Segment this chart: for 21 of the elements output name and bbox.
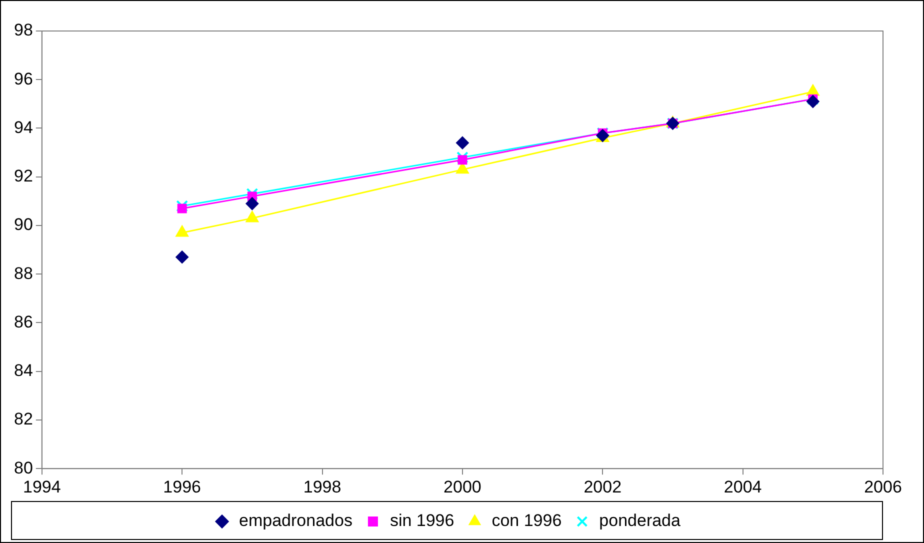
legend-label: empadronados (239, 511, 352, 530)
x-tick-label: 2000 (444, 477, 482, 496)
x-tick-label: 1998 (303, 477, 342, 496)
x-tick-label: 1994 (22, 477, 61, 496)
y-tick-label: 96 (14, 69, 33, 88)
x-tick-label: 1996 (163, 477, 202, 496)
x-tick-label: 2006 (864, 477, 902, 496)
x-tick-label: 2002 (584, 477, 622, 496)
y-tick-label: 90 (14, 215, 33, 234)
x-tick-label: 2004 (724, 477, 762, 496)
y-tick-label: 86 (14, 312, 33, 332)
legend-label: sin 1996 (390, 511, 454, 530)
y-tick-label: 82 (14, 410, 33, 429)
y-tick-label: 80 (14, 458, 33, 478)
y-tick-label: 98 (14, 20, 33, 40)
legend-label: con 1996 (492, 511, 562, 530)
legend-label: ponderada (599, 511, 682, 530)
y-tick-label: 94 (14, 118, 33, 137)
y-tick-label: 84 (14, 361, 33, 380)
y-tick-label: 88 (14, 264, 33, 283)
y-tick-label: 92 (14, 166, 33, 186)
